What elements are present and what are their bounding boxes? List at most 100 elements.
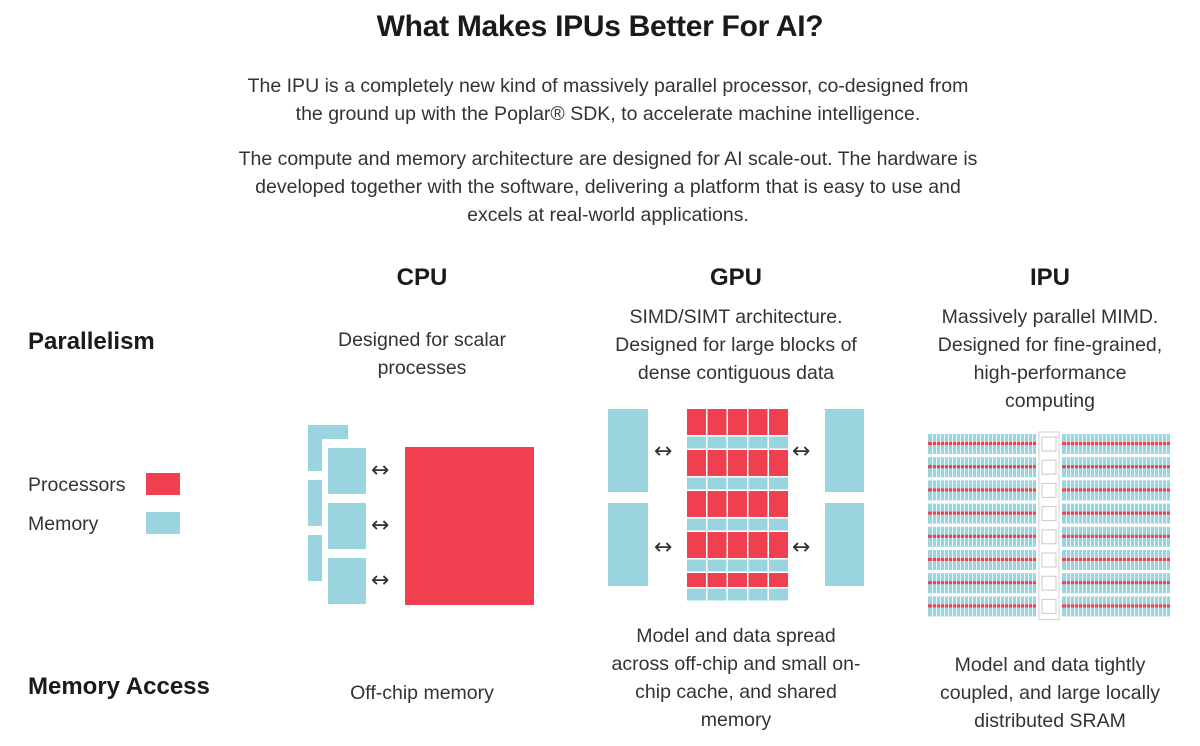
ipu-tile-gap xyxy=(968,434,969,454)
ipu-tile-gap xyxy=(976,550,977,570)
ipu-tile-gap xyxy=(1162,457,1163,478)
ipu-tile-gap xyxy=(1024,573,1025,594)
ipu-tile-gap xyxy=(1020,550,1021,570)
ipu-tile-gap xyxy=(964,457,965,478)
intro-line: The IPU is a completely new kind of mass… xyxy=(247,75,969,97)
ipu-tile-gap xyxy=(980,596,981,617)
ipu-tile-gap xyxy=(940,550,941,570)
ipu-tile-gap xyxy=(1098,573,1099,594)
ipu-tile-gap xyxy=(1150,434,1151,454)
gpu-core-cell xyxy=(748,532,768,558)
ipu-tile-gap xyxy=(932,573,933,594)
ipu-tile-gap xyxy=(1078,434,1079,454)
ipu-tile-gap xyxy=(976,596,977,617)
ipu-tile-gap xyxy=(1070,434,1071,454)
row-label-parallelism: Parallelism xyxy=(28,328,155,355)
legend-processors-swatch xyxy=(146,473,180,495)
ipu-tile-gap xyxy=(1110,457,1111,478)
ipu-tile-gap xyxy=(1154,596,1155,617)
ipu-tile-gap xyxy=(940,434,941,454)
gpu-cache-cell xyxy=(728,436,747,449)
ipu-tile-gap xyxy=(996,526,997,547)
cpu-memory-block xyxy=(328,448,366,494)
ipu-tile-gap xyxy=(1004,480,1005,501)
ipu-processor-tile xyxy=(1062,511,1170,515)
ipu-tile-gap xyxy=(1020,434,1021,454)
ipu-tile-gap xyxy=(948,480,949,501)
cpu-heading: CPU xyxy=(396,264,448,291)
ipu-tile-gap xyxy=(1028,596,1029,617)
ipu-tile-gap xyxy=(1102,480,1103,501)
ipu-tile-gap xyxy=(1070,526,1071,547)
gpu-cache-cell xyxy=(769,436,788,449)
ipu-tile-gap xyxy=(1090,573,1091,594)
ipu-tile-gap xyxy=(960,526,961,547)
ipu-tile-gap xyxy=(1110,573,1111,594)
gpu-core-cell xyxy=(769,573,788,587)
ipu-tile-gap xyxy=(1094,457,1095,478)
ipu-tile-gap xyxy=(1012,503,1013,524)
ipu-tile-gap xyxy=(972,480,973,501)
ipu-tile-gap xyxy=(1074,573,1075,594)
ipu-tile-gap xyxy=(1134,526,1135,547)
gpu-core-cell xyxy=(707,532,727,558)
ipu-tile-gap xyxy=(964,573,965,594)
ipu-exchange-cell xyxy=(1041,506,1057,522)
ipu-tile-gap xyxy=(936,526,937,547)
ipu-tile-gap xyxy=(1162,434,1163,454)
ipu-tile-gap xyxy=(936,480,937,501)
ipu-tile-gap xyxy=(1024,526,1025,547)
gpu-heading: GPU xyxy=(709,264,762,291)
ipu-tile-gap xyxy=(1094,526,1095,547)
ipu-tile-gap xyxy=(1110,550,1111,570)
ipu-tile-gap xyxy=(1106,434,1107,454)
ipu-tile-gap xyxy=(932,503,933,524)
ipu-tile-gap xyxy=(984,434,985,454)
gpu-core-cell xyxy=(748,573,768,587)
ipu-tile-gap xyxy=(1114,457,1115,478)
ipu-tile-gap xyxy=(944,573,945,594)
ipu-tile-gap xyxy=(996,434,997,454)
ipu-tile-gap xyxy=(940,526,941,547)
ipu-tile-gap xyxy=(1126,526,1127,547)
ipu-tile-gap xyxy=(1032,457,1033,478)
ipu-tile-gap xyxy=(1106,480,1107,501)
ipu-tile-gap xyxy=(1070,596,1071,617)
ipu-tile-gap xyxy=(1114,596,1115,617)
ipu-tile-gap xyxy=(1130,550,1131,570)
ipu-tile-gap xyxy=(968,573,969,594)
ipu-tile-gap xyxy=(1134,457,1135,478)
cpu-diagram xyxy=(308,425,534,605)
text-line: high-performance xyxy=(973,362,1127,384)
ipu-tile-gap xyxy=(948,526,949,547)
gpu-cache-cell xyxy=(707,518,727,531)
ipu-tile-gap xyxy=(960,480,961,501)
ipu-tile-gap xyxy=(988,526,989,547)
ipu-tile-gap xyxy=(1166,573,1167,594)
ipu-tile-gap xyxy=(992,457,993,478)
ipu-tile-gap xyxy=(996,550,997,570)
gpu-cache-cell xyxy=(687,588,706,601)
legend-processors-label: Processors xyxy=(28,474,126,496)
ipu-tile-gap xyxy=(1066,526,1067,547)
ipu-tile-gap xyxy=(1154,550,1155,570)
ipu-tile-gap xyxy=(1110,480,1111,501)
ipu-tile-gap xyxy=(1146,526,1147,547)
gpu-memory-block xyxy=(608,503,648,586)
ipu-tile-gap xyxy=(964,503,965,524)
ipu-tile-gap xyxy=(1094,550,1095,570)
ipu-tile-gap xyxy=(940,573,941,594)
ipu-tile-gap xyxy=(1142,434,1143,454)
ipu-tile-gap xyxy=(980,526,981,547)
ipu-tile-gap xyxy=(1098,503,1099,524)
intro-line: The compute and memory architecture are … xyxy=(238,148,978,170)
ipu-tile-gap xyxy=(1110,526,1111,547)
ipu-tile-gap xyxy=(1150,596,1151,617)
text-line: processes xyxy=(377,357,467,379)
ipu-tile-gap xyxy=(1126,550,1127,570)
ipu-tile-gap xyxy=(952,503,953,524)
ipu-tile-grid xyxy=(928,431,1170,621)
ipu-tile-gap xyxy=(1004,526,1005,547)
ipu-tile-gap xyxy=(1158,457,1159,478)
ipu-tile-gap xyxy=(1098,596,1099,617)
